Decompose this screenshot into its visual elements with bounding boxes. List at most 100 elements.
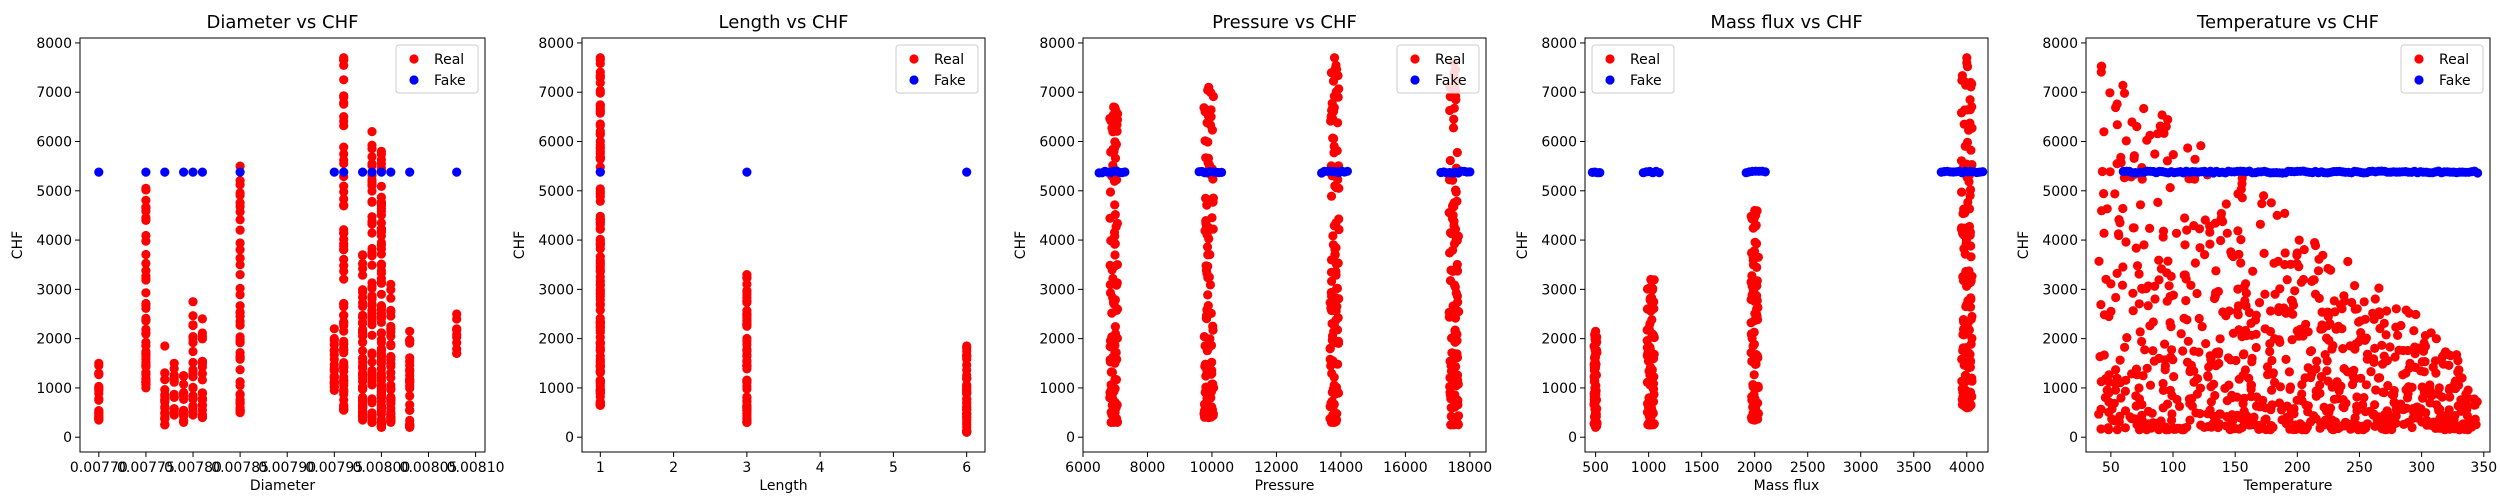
- real-point: [1749, 389, 1759, 399]
- legend-label-real: Real: [934, 52, 964, 68]
- legend-marker-fake: [409, 75, 419, 85]
- x-tick-label: 300: [2408, 460, 2435, 476]
- y-axis-label: CHF: [1013, 231, 1029, 259]
- real-point: [2311, 386, 2321, 396]
- real-point: [2383, 381, 2393, 391]
- real-point: [339, 405, 349, 415]
- axes-frame: [581, 37, 986, 453]
- real-point: [2236, 235, 2246, 245]
- real-point: [595, 106, 605, 117]
- y-tick-label: 7000: [36, 85, 72, 101]
- real-point: [2466, 417, 2476, 427]
- real-point: [2181, 296, 2191, 306]
- real-point: [1203, 342, 1213, 353]
- real-point: [367, 159, 377, 169]
- real-point: [2244, 373, 2254, 383]
- real-point: [2167, 415, 2177, 425]
- real-point: [2345, 341, 2355, 351]
- real-point: [2379, 410, 2390, 420]
- real-point: [1105, 280, 1115, 290]
- real-point: [2104, 311, 2114, 322]
- real-point: [2169, 372, 2179, 382]
- real-point: [367, 243, 377, 254]
- y-tick-label: 2000: [36, 332, 72, 348]
- real-point: [376, 371, 386, 381]
- real-point: [1205, 280, 1215, 290]
- real-point: [2177, 425, 2187, 435]
- real-point: [2121, 136, 2131, 146]
- real-point: [2267, 385, 2277, 395]
- real-point: [1110, 399, 1120, 409]
- real-point: [367, 152, 377, 162]
- real-point: [2110, 189, 2120, 199]
- real-point: [1445, 373, 1455, 383]
- real-point: [386, 383, 396, 393]
- real-point: [2317, 320, 2327, 330]
- real-point: [2266, 198, 2276, 208]
- real-point: [376, 237, 386, 248]
- real-point: [235, 215, 245, 225]
- real-point: [1448, 266, 1458, 276]
- real-point: [1110, 200, 1120, 210]
- legend: Real Fake: [395, 44, 479, 94]
- real-point: [339, 389, 349, 399]
- real-point: [367, 330, 377, 340]
- real-point: [1646, 420, 1656, 430]
- real-point: [2135, 200, 2146, 210]
- real-point: [1110, 261, 1120, 271]
- real-point: [1445, 248, 1455, 258]
- real-point: [1110, 231, 1120, 241]
- real-point: [339, 116, 349, 126]
- real-point: [2285, 384, 2295, 394]
- real-point: [2154, 353, 2164, 363]
- real-point: [2246, 318, 2256, 328]
- real-point: [188, 346, 198, 357]
- y-tick-label: 3000: [2042, 282, 2078, 298]
- real-point: [2379, 318, 2389, 328]
- fake-point: [339, 167, 349, 177]
- real-point: [2227, 390, 2237, 400]
- real-point: [2330, 307, 2340, 317]
- real-point: [2215, 334, 2225, 344]
- x-tick-label: 8000: [1130, 460, 1166, 476]
- y-tick-label: 2000: [1541, 332, 1577, 348]
- y-tick-label: 1000: [1541, 381, 1577, 397]
- real-point: [2112, 120, 2122, 130]
- real-point: [2150, 294, 2160, 304]
- real-point: [2111, 292, 2121, 303]
- real-point: [141, 266, 151, 276]
- real-point: [367, 212, 377, 222]
- real-point: [1751, 239, 1762, 249]
- real-point: [1592, 404, 1602, 414]
- real-point: [2194, 224, 2205, 234]
- legend-marker-real: [1410, 54, 1420, 64]
- y-tick-label: 8000: [2042, 36, 2078, 52]
- real-point: [742, 402, 752, 412]
- real-point: [1449, 202, 1459, 212]
- real-point: [2296, 277, 2306, 287]
- x-tick-label: 0.00810: [447, 460, 505, 476]
- real-point: [386, 397, 396, 407]
- real-point: [339, 317, 349, 327]
- legend: Real Fake: [2400, 44, 2484, 94]
- real-point: [235, 245, 245, 255]
- real-point: [2112, 268, 2122, 278]
- real-point: [2234, 325, 2244, 335]
- legend: Real Fake: [1591, 44, 1675, 94]
- real-point: [2453, 356, 2463, 366]
- real-point: [2208, 418, 2218, 428]
- real-point: [2180, 213, 2190, 223]
- real-point: [2378, 421, 2388, 431]
- real-point: [452, 325, 462, 335]
- real-point: [339, 194, 349, 204]
- real-point: [367, 196, 377, 207]
- real-point: [141, 313, 151, 323]
- fake-point: [376, 167, 386, 177]
- y-tick-label: 6000: [2042, 135, 2078, 151]
- real-point: [376, 409, 386, 419]
- chart-title: Length vs CHF: [718, 12, 848, 33]
- y-tick-label: 4000: [1039, 233, 1075, 249]
- real-point: [1966, 339, 1976, 349]
- real-point: [339, 336, 349, 346]
